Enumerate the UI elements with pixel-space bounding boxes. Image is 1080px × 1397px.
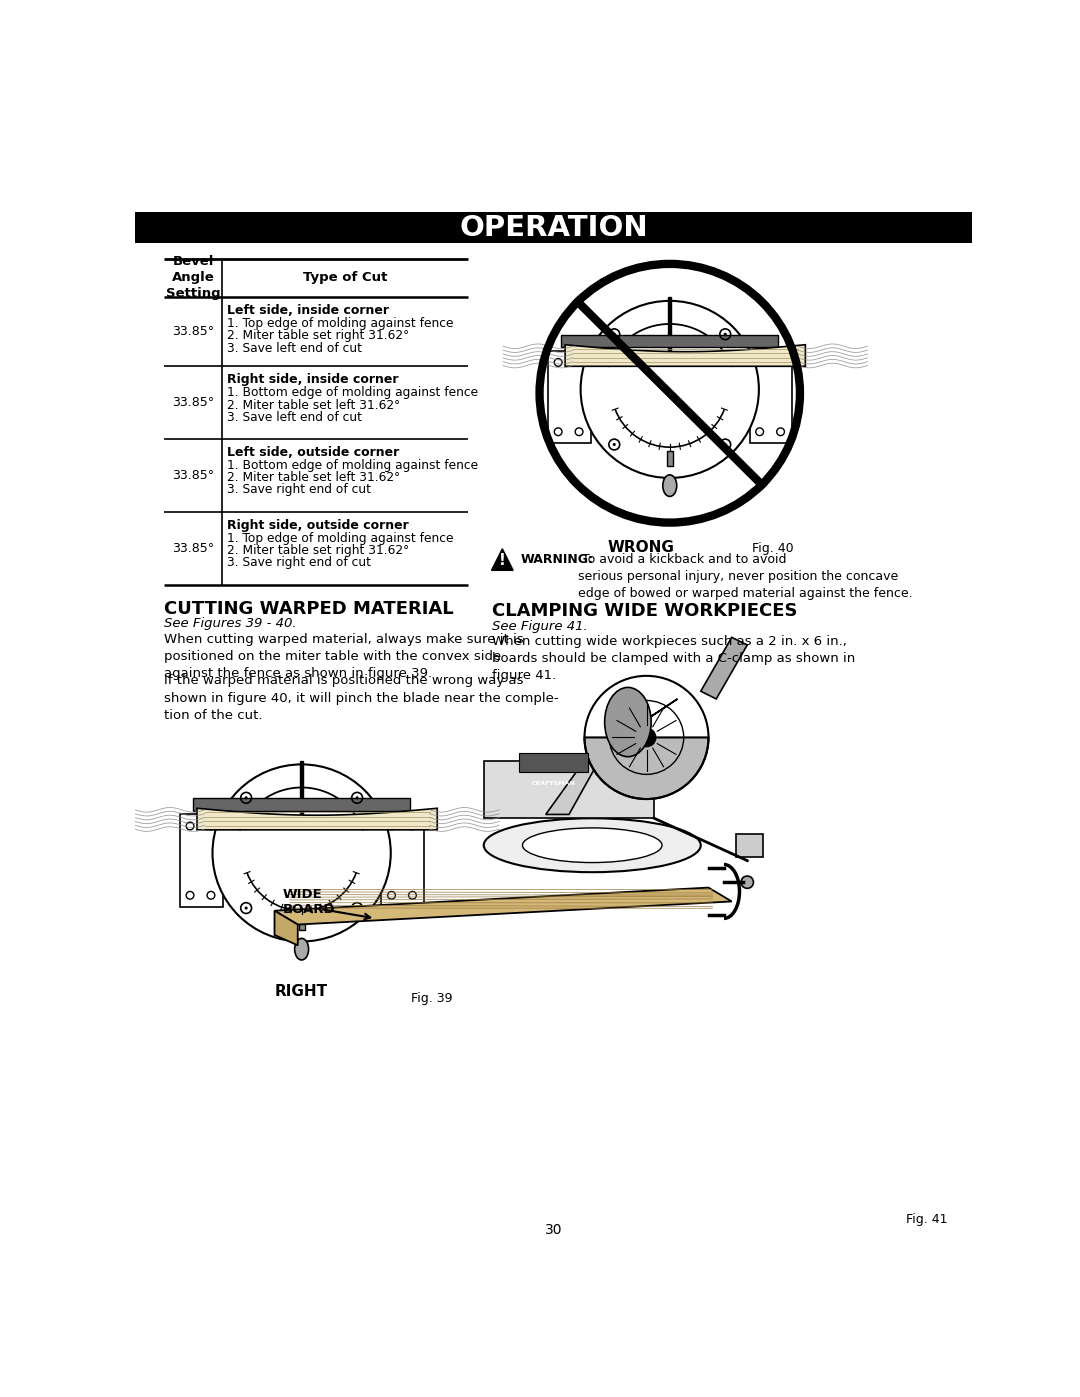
Text: CLAMPING WIDE WORKPIECES: CLAMPING WIDE WORKPIECES	[491, 602, 797, 620]
Bar	[298, 915, 305, 930]
Circle shape	[724, 443, 727, 446]
Text: Right side, inside corner: Right side, inside corner	[227, 373, 399, 386]
Circle shape	[213, 764, 391, 942]
Text: 2. Miter table set right 31.62°: 2. Miter table set right 31.62°	[227, 330, 409, 342]
Text: 1. Bottom edge of molding against fence: 1. Bottom edge of molding against fence	[227, 387, 478, 400]
Ellipse shape	[295, 939, 309, 960]
Wedge shape	[584, 738, 708, 799]
Text: 3. Save right end of cut: 3. Save right end of cut	[227, 483, 372, 496]
Text: See Figures 39 - 40.: See Figures 39 - 40.	[164, 617, 297, 630]
Text: CUTTING WARPED MATERIAL: CUTTING WARPED MATERIAL	[164, 601, 454, 619]
Text: Type of Cut: Type of Cut	[302, 271, 388, 284]
Text: 33.85°: 33.85°	[172, 542, 214, 555]
Bar	[518, 753, 589, 773]
Ellipse shape	[484, 819, 701, 872]
Bar	[735, 834, 762, 856]
Text: Bevel
Angle
Setting: Bevel Angle Setting	[166, 256, 220, 300]
Text: 2. Miter table set right 31.62°: 2. Miter table set right 31.62°	[227, 545, 409, 557]
Polygon shape	[274, 911, 298, 946]
Text: When cutting wide workpieces such as a 2 in. x 6 in.,
boards should be clamped w: When cutting wide workpieces such as a 2…	[491, 636, 854, 682]
Circle shape	[612, 443, 616, 446]
Ellipse shape	[663, 475, 677, 496]
Polygon shape	[484, 760, 654, 819]
Text: 1. Bottom edge of molding against fence: 1. Bottom edge of molding against fence	[227, 458, 478, 472]
Text: 3. Save right end of cut: 3. Save right end of cut	[227, 556, 372, 570]
Bar	[548, 351, 591, 443]
Circle shape	[581, 300, 759, 478]
Bar	[300, 760, 303, 823]
Text: 1. Top edge of molding against fence: 1. Top edge of molding against fence	[227, 532, 454, 545]
Text: WIDE
BOARD: WIDE BOARD	[282, 887, 335, 915]
Circle shape	[355, 907, 359, 909]
Text: Fig. 40: Fig. 40	[752, 542, 794, 555]
Bar	[562, 335, 779, 346]
Text: When cutting warped material, always make sure it is
positioned on the miter tab: When cutting warped material, always mak…	[164, 633, 524, 680]
Polygon shape	[701, 637, 747, 698]
Circle shape	[355, 796, 359, 799]
Text: Right side, outside corner: Right side, outside corner	[227, 518, 409, 532]
Text: CRAFTSMAN: CRAFTSMAN	[531, 781, 576, 787]
Bar	[669, 298, 672, 359]
Text: Left side, inside corner: Left side, inside corner	[227, 305, 389, 317]
Text: 3. Save left end of cut: 3. Save left end of cut	[227, 342, 362, 355]
Text: WRONG: WRONG	[608, 539, 675, 555]
Bar	[193, 798, 410, 810]
Text: RIGHT: RIGHT	[275, 983, 328, 999]
Bar	[135, 212, 972, 243]
Text: 33.85°: 33.85°	[172, 469, 214, 482]
Polygon shape	[197, 809, 437, 830]
Circle shape	[724, 332, 727, 335]
Ellipse shape	[523, 828, 662, 862]
Text: 33.85°: 33.85°	[172, 326, 214, 338]
Text: OPERATION: OPERATION	[459, 214, 648, 242]
Text: Left side, outside corner: Left side, outside corner	[227, 446, 400, 458]
Text: !: !	[499, 553, 505, 569]
Circle shape	[741, 876, 754, 888]
Polygon shape	[545, 698, 677, 814]
Text: 3. Save left end of cut: 3. Save left end of cut	[227, 411, 362, 423]
Bar	[381, 814, 424, 907]
Bar	[666, 451, 673, 467]
Text: WARNING:: WARNING:	[521, 553, 594, 566]
Text: 2. Miter table set left 31.62°: 2. Miter table set left 31.62°	[227, 471, 401, 483]
Polygon shape	[491, 549, 513, 570]
Bar	[750, 351, 793, 443]
Circle shape	[244, 907, 247, 909]
Text: Fig. 41: Fig. 41	[906, 1214, 947, 1227]
Circle shape	[244, 796, 247, 799]
Bar	[180, 814, 222, 907]
Text: 30: 30	[544, 1222, 563, 1236]
Text: To avoid a kickback and to avoid
serious personal injury, never position the con: To avoid a kickback and to avoid serious…	[578, 553, 913, 601]
Polygon shape	[274, 887, 732, 925]
Text: 1. Top edge of molding against fence: 1. Top edge of molding against fence	[227, 317, 454, 330]
Text: If the warped material is positioned the wrong way as
shown in figure 40, it wil: If the warped material is positioned the…	[164, 675, 559, 722]
Circle shape	[612, 332, 616, 335]
Polygon shape	[565, 345, 806, 366]
Circle shape	[637, 728, 656, 746]
Ellipse shape	[605, 687, 651, 757]
Text: 33.85°: 33.85°	[172, 395, 214, 409]
Text: 2. Miter table set left 31.62°: 2. Miter table set left 31.62°	[227, 398, 401, 412]
Text: See Figure 41.: See Figure 41.	[491, 620, 588, 633]
Text: Fig. 39: Fig. 39	[411, 992, 453, 1004]
